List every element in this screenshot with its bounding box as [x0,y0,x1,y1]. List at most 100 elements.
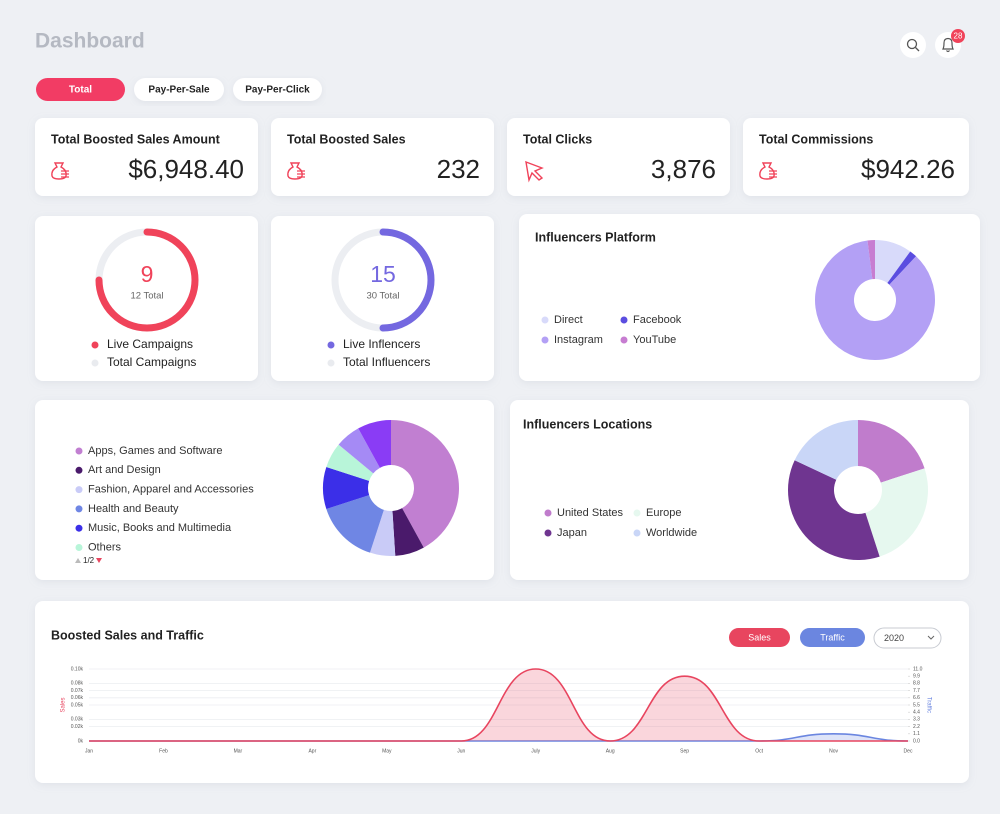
card [507,118,730,196]
legend-label: Art and Design [88,464,161,476]
legend-label: Others [88,541,122,553]
ring-arc [379,228,435,332]
legend-dot [620,336,628,344]
y-tick-label: 0.07k [71,688,84,694]
stat-label: Total Boosted Sales [287,132,406,146]
legend-label: Total Influencers [343,355,430,369]
stat-label: Total Boosted Sales Amount [51,132,221,146]
legend-dot [327,341,335,349]
stat-value: 3,876 [651,154,716,184]
pie-slice [794,420,858,480]
x-tick-label: Apr [308,748,316,754]
tab-label: Pay-Per-Sale [148,85,210,96]
money-icon [61,170,69,178]
series-line [89,668,908,742]
y-tick-label: 0k [78,738,84,744]
money-icon [769,170,777,178]
notification-badge [951,29,965,43]
y-tick-label: 0.06k [71,695,84,701]
series-toggle[interactable] [729,628,790,647]
x-tick-label: Nov [829,748,838,754]
legend-dot [75,544,83,551]
search-button[interactable] [900,32,926,58]
tab[interactable] [134,78,224,101]
pager-label: 1/2 [83,556,95,565]
card [271,216,494,381]
series-toggle-label: Sales [748,632,771,642]
legend-label: Total Campaigns [107,355,196,369]
pager-next[interactable] [96,558,102,563]
tab[interactable] [233,78,322,101]
y-tick-label: 0.03k [71,717,84,723]
x-tick-label: Mar [234,748,243,754]
series-toggle-label: Traffic [820,632,845,642]
legend-label: Live Campaigns [107,337,193,351]
pie-slice [326,444,374,481]
legend-label: Fashion, Apparel and Accessories [88,484,254,496]
pie-slice [858,420,925,483]
x-tick-label: Dec [904,748,913,754]
y2-tick-label: 8.8 [913,681,920,687]
select-chevron [927,635,935,640]
search-icon [915,47,920,52]
legend-label: Music, Books and Multimedia [88,522,232,534]
stat-label: Total Clicks [523,132,592,146]
stat-value: $942.26 [861,154,955,184]
legend-dot [91,359,99,367]
y2-axis-title: Traffic [925,697,931,713]
tab[interactable] [36,78,125,101]
y-tick-label: 0.08k [71,681,84,687]
pie-slice [369,509,396,557]
y-tick-label: 0.02k [71,724,84,730]
bell-icon [942,37,954,53]
legend-dot [91,341,99,349]
legend-label: Health and Beauty [88,503,179,515]
pie-slice [326,495,384,553]
legend-dot [541,336,549,344]
y2-tick-label: 6.6 [913,695,920,701]
legend-dot [75,505,83,513]
legend-label: United States [557,507,624,519]
ring-total: 12 Total [130,291,163,302]
x-tick-label: July [531,748,540,754]
ring-value: 15 [370,261,396,287]
legend-label: Japan [557,527,587,539]
ring-value: 9 [141,261,154,287]
pie-slice [865,468,928,557]
legend-dot [544,529,552,537]
pager-prev[interactable] [75,558,81,563]
pie-slice [338,428,380,474]
legend-label: Live Inflencers [343,337,420,351]
legend-label: Instagram [554,334,603,346]
card-title: Influencers Platform [535,230,656,244]
legend-label: YouTube [633,334,676,346]
legend-dot [544,509,552,517]
card [35,118,258,196]
ring-total: 30 Total [366,291,399,302]
stat-label: Total Commissions [759,132,873,146]
y2-tick-label: 9.9 [913,674,920,680]
y2-tick-label: 1.1 [913,731,920,737]
legend-dot [75,447,83,455]
card [271,118,494,196]
stat-value: 232 [437,154,480,184]
y2-tick-label: 5.5 [913,702,920,708]
x-tick-label: Sep [680,748,689,754]
search-icon [906,38,918,50]
card [743,118,969,196]
series-toggle[interactable] [800,628,865,647]
x-tick-label: Oct [755,748,763,754]
legend-dot [541,316,549,324]
pie-slice [887,251,917,285]
cursor-icon [525,160,544,183]
legend-label: Europe [646,507,681,519]
notification-count: 28 [954,32,963,41]
y-tick-label: 0.05k [71,702,84,708]
y2-tick-label: 4.4 [913,710,920,716]
year-select[interactable] [873,627,942,649]
pie-slice [358,420,391,468]
x-tick-label: Jan [85,748,93,754]
page-title: Dashboard [35,30,145,53]
pie-slice [391,420,460,548]
